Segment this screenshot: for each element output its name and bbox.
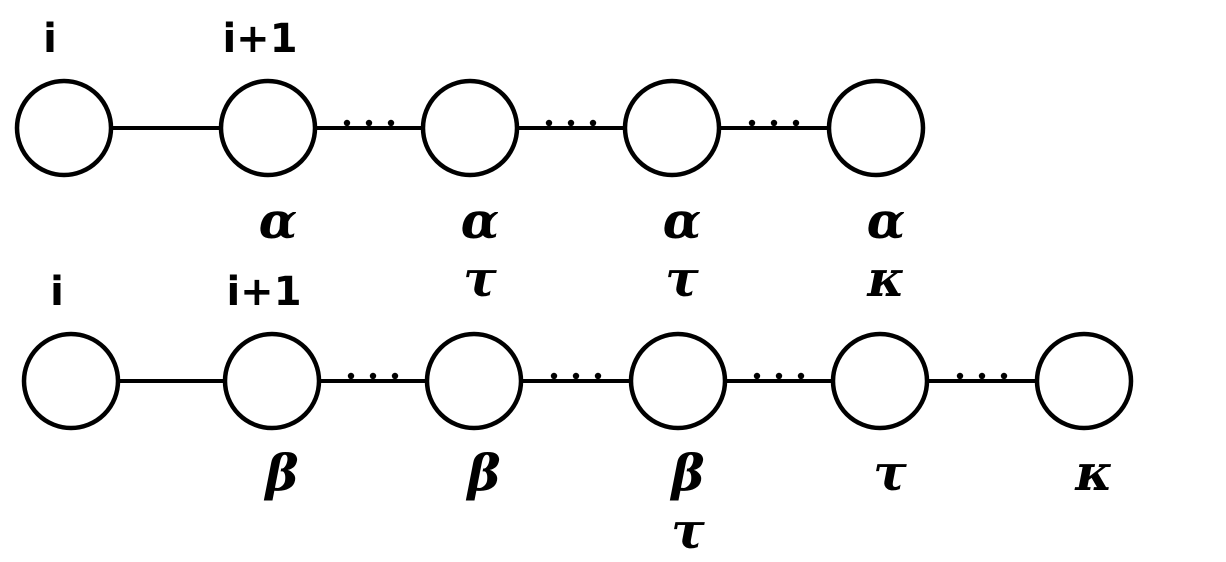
- ellipsis-dot: [567, 119, 575, 127]
- ellipsis-dot: [589, 119, 597, 127]
- ellipsis-dot: [347, 372, 355, 380]
- node-attribute-label: τ: [665, 249, 699, 308]
- node-5: [830, 331, 930, 431]
- node-2: [222, 331, 322, 431]
- node-3: [420, 78, 520, 178]
- node-attribute-label: β: [465, 443, 500, 502]
- ellipsis-dot: [775, 372, 783, 380]
- node-attribute-label: τ: [463, 249, 497, 308]
- node-1: [21, 331, 121, 431]
- ellipsis-dot: [545, 119, 553, 127]
- chain-row-2: i i+1β β βττ κ: [21, 269, 1134, 560]
- ellipsis-dot: [978, 372, 986, 380]
- node-attribute-label: α: [461, 191, 499, 250]
- node-2: [218, 78, 318, 178]
- ellipsis-dot: [365, 119, 373, 127]
- node-5: [826, 78, 926, 178]
- ellipsis-dot: [550, 372, 558, 380]
- ellipsis-dot: [391, 372, 399, 380]
- ellipsis-dot: [956, 372, 964, 380]
- ellipsis-dot: [1000, 372, 1008, 380]
- node-index-label: i+1: [222, 16, 297, 62]
- ellipsis-dot: [748, 119, 756, 127]
- node-6: [1034, 331, 1134, 431]
- node-attribute-label: β: [669, 443, 704, 502]
- ellipsis-dot: [753, 372, 761, 380]
- ellipsis-dot: [797, 372, 805, 380]
- node-attribute-label: α: [663, 191, 701, 250]
- node-3: [424, 331, 524, 431]
- node-4: [628, 331, 728, 431]
- node-attribute-label: κ: [866, 249, 904, 308]
- node-index-label: i: [50, 269, 64, 315]
- node-attribute-label: κ: [1074, 443, 1112, 502]
- ellipsis-dot: [770, 119, 778, 127]
- node-attribute-label: τ: [873, 443, 907, 502]
- node-index-label: i+1: [226, 269, 301, 315]
- node-1: [14, 78, 114, 178]
- ellipsis-dot: [369, 372, 377, 380]
- ellipsis-dot: [792, 119, 800, 127]
- node-attribute-label: τ: [671, 501, 705, 560]
- node-attribute-label: α: [259, 191, 297, 250]
- node-4: [622, 78, 722, 178]
- ellipsis-dot: [343, 119, 351, 127]
- ellipsis-dot: [572, 372, 580, 380]
- node-attribute-label: α: [867, 191, 905, 250]
- ellipsis-dot: [387, 119, 395, 127]
- ellipsis-dot: [594, 372, 602, 380]
- node-attribute-label: β: [263, 443, 298, 502]
- node-index-label: i: [43, 16, 57, 62]
